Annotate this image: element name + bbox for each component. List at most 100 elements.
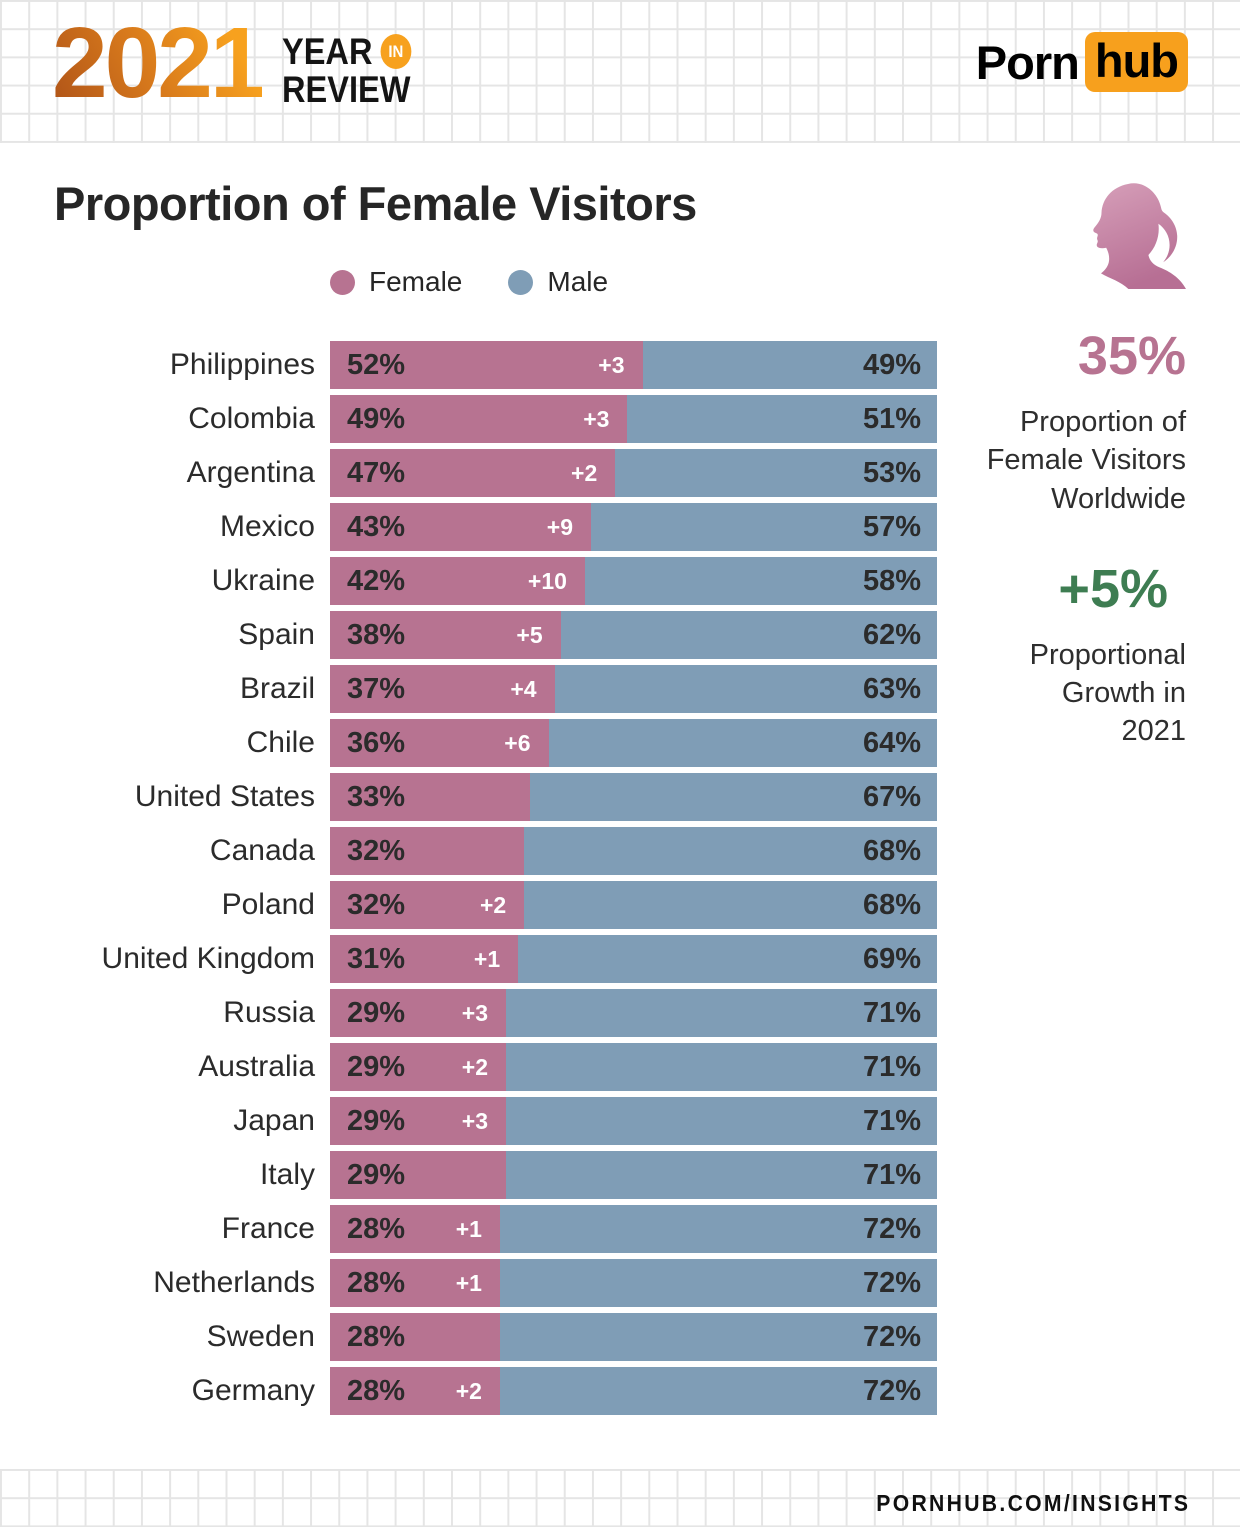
- male-percent-label: 71%: [862, 996, 921, 1029]
- growth-label: +3: [461, 1107, 489, 1134]
- growth-label: +1: [455, 1269, 482, 1296]
- country-label: Ukraine: [211, 564, 315, 597]
- bar-female-segment: 42% +10: [330, 557, 585, 605]
- bar-male-segment: 69%: [518, 935, 937, 983]
- growth-label: +2: [571, 459, 598, 486]
- male-percent-label: 58%: [862, 564, 921, 597]
- year-word: YEAR: [282, 31, 373, 72]
- country-row: Australia 29% +2 71%: [0, 1043, 937, 1091]
- bar-female-segment: 49% +3: [330, 395, 628, 443]
- country-label: Argentina: [186, 456, 315, 489]
- country-row: United States 33% 67%: [0, 773, 937, 821]
- stacked-bar: 36% +6 64%: [330, 719, 937, 767]
- legend-label: Female: [369, 266, 463, 297]
- bar-female-segment: 31% +1: [330, 935, 519, 983]
- growth-label: +10: [527, 567, 567, 594]
- summary-sidebar: 35% Proportion of Female Visitors Worldw…: [954, 180, 1186, 751]
- country-row: Netherlands 28% +1 72%: [0, 1259, 937, 1307]
- bar-male-segment: 49%: [642, 341, 937, 389]
- stacked-bar: 29% +2 71%: [330, 1043, 937, 1091]
- bar-male-segment: 51%: [627, 395, 937, 443]
- male-percent-label: 71%: [862, 1050, 921, 1083]
- growth-value: +5%: [1058, 558, 1168, 619]
- stacked-bar: 28% +1 72%: [330, 1205, 937, 1253]
- legend-item: Female: [330, 266, 462, 298]
- female-percent-label: 28%: [347, 1320, 406, 1353]
- country-label: France: [221, 1212, 315, 1245]
- growth-label: +2: [455, 1377, 482, 1404]
- legend-item: Male: [508, 266, 608, 298]
- male-percent-label: 53%: [862, 456, 921, 489]
- female-percent-label: 52%: [347, 348, 406, 381]
- country-row: Brazil 37% +4 63%: [0, 665, 937, 713]
- country-label: Spain: [238, 618, 315, 651]
- country-row: Colombia 49% +3 51%: [0, 395, 937, 443]
- insights-url: PORNHUB.COM/INSIGHTS: [875, 1490, 1190, 1516]
- stacked-bar: 49% +3 51%: [330, 395, 937, 443]
- stacked-bar: 38% +5 62%: [330, 611, 937, 659]
- female-percent-label: 32%: [347, 888, 406, 921]
- female-percent-label: 32%: [347, 834, 406, 867]
- country-label: Mexico: [219, 510, 315, 543]
- bar-male-segment: 63%: [554, 665, 937, 713]
- bar-male-segment: 71%: [506, 989, 937, 1037]
- male-percent-label: 49%: [862, 348, 921, 381]
- growth-label: +2: [461, 1053, 489, 1080]
- country-label: Colombia: [188, 402, 315, 435]
- female-percent-label: 38%: [347, 618, 406, 651]
- bar-female-segment: 29% +3: [330, 989, 507, 1037]
- growth-label: +1: [455, 1215, 482, 1242]
- stacked-bar: 47% +2 53%: [330, 449, 937, 497]
- male-percent-label: 64%: [862, 726, 921, 759]
- male-percent-label: 68%: [862, 834, 921, 867]
- female-profile-silhouette-icon: [1093, 183, 1186, 289]
- male-percent-label: 72%: [862, 1374, 921, 1407]
- worldwide-proportion-label: Proportion of Female Visitors Worldwide: [986, 406, 1186, 515]
- stacked-bar: 32% +2 68%: [330, 881, 937, 929]
- country-label: Brazil: [239, 672, 315, 705]
- male-percent-label: 68%: [862, 888, 921, 921]
- female-percent-label: 36%: [347, 726, 406, 759]
- growth-label: +6: [504, 729, 531, 756]
- stacked-bar: 43% +9 57%: [330, 503, 937, 551]
- male-percent-label: 62%: [862, 618, 921, 651]
- stacked-bar: 52% +3 49%: [330, 341, 937, 389]
- country-row: Poland 32% +2 68%: [0, 881, 937, 929]
- year-2021-wordmark: 2021: [52, 7, 265, 119]
- year-in-review-wordmark: YEAR IN REVIEW: [282, 22, 412, 108]
- stacked-bar: 28% 72%: [330, 1313, 937, 1361]
- female-percent-label: 37%: [347, 672, 406, 705]
- country-row: Germany 28% +2 72%: [0, 1367, 937, 1415]
- bar-female-segment: 28% +1: [330, 1205, 500, 1253]
- in-badge-icon: IN: [380, 34, 412, 70]
- bar-male-segment: 57%: [591, 503, 937, 551]
- country-label: Sweden: [206, 1320, 315, 1353]
- bottom-grid-band: [0, 1469, 1240, 1527]
- bar-female-segment: 52% +3: [330, 341, 643, 389]
- male-percent-label: 72%: [862, 1266, 921, 1299]
- bar-female-segment: 32%: [330, 827, 525, 875]
- female-percent-label: 33%: [347, 780, 406, 813]
- growth-label: +3: [583, 405, 610, 432]
- legend-label: Male: [547, 266, 609, 297]
- bar-male-segment: 71%: [506, 1151, 937, 1199]
- bar-female-segment: 29% +2: [330, 1043, 507, 1091]
- page-title: Proportion of Female Visitors: [54, 177, 697, 230]
- bar-female-segment: 37% +4: [330, 665, 555, 713]
- male-percent-label: 72%: [862, 1212, 921, 1245]
- country-row: Italy 29% 71%: [0, 1151, 937, 1199]
- female-percent-label: 29%: [347, 1050, 406, 1083]
- country-row: Japan 29% +3 71%: [0, 1097, 937, 1145]
- country-label: Chile: [246, 726, 315, 759]
- bar-female-segment: 33%: [330, 773, 531, 821]
- male-percent-label: 63%: [862, 672, 921, 705]
- stacked-bar: 29% 71%: [330, 1151, 937, 1199]
- country-row: Ukraine 42% +10 58%: [0, 557, 937, 605]
- country-label: Germany: [191, 1374, 315, 1407]
- growth-label: +4: [510, 675, 537, 702]
- country-row: Philippines 52% +3 49%: [0, 341, 937, 389]
- stacked-bar: 37% +4 63%: [330, 665, 937, 713]
- growth-label: +3: [598, 351, 625, 378]
- bar-female-segment: 36% +6: [330, 719, 549, 767]
- brand-hub-badge: hub: [1084, 32, 1188, 92]
